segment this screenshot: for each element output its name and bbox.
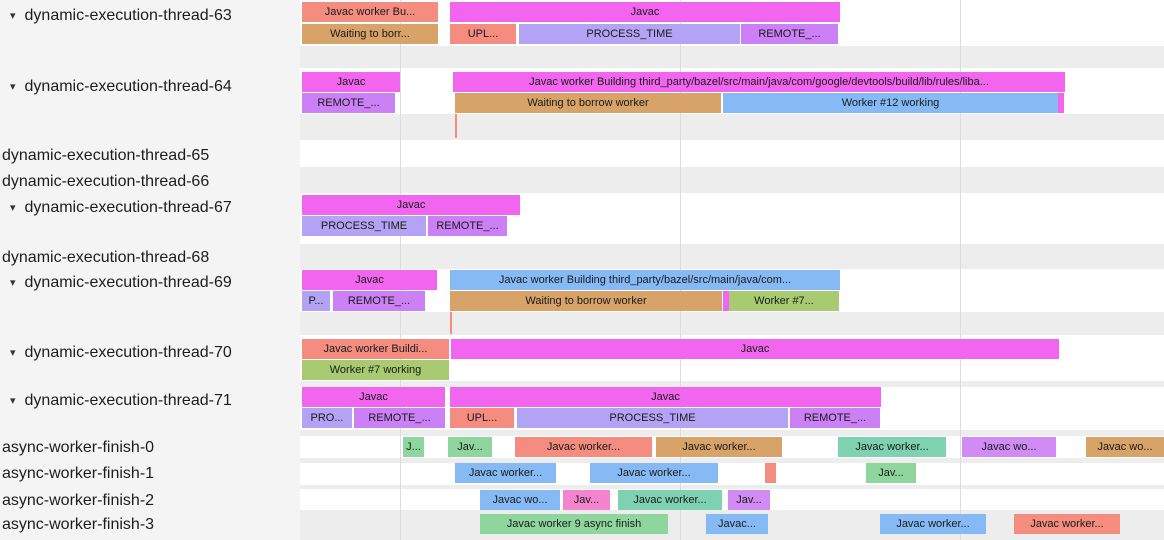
thread-name: async-worker-finish-2: [2, 492, 155, 509]
trace-slice[interactable]: Worker #12 working: [723, 93, 1058, 113]
trace-slice[interactable]: Javac worker Building third_party/bazel/…: [453, 72, 1065, 92]
trace-slice[interactable]: Javac wo...: [480, 490, 560, 510]
trace-slice[interactable]: Worker #7...: [729, 291, 839, 311]
trace-slice[interactable]: Javac: [451, 339, 1059, 359]
trace-slice[interactable]: Javac worker...: [1014, 514, 1120, 534]
trace-slice[interactable]: Javac: [450, 2, 840, 22]
trace-slice[interactable]: Javac worker...: [455, 463, 556, 483]
trace-slice[interactable]: J...: [403, 437, 424, 457]
trace-slice[interactable]: Jav...: [563, 490, 610, 510]
trace-instant-tick[interactable]: [450, 312, 452, 334]
trace-slice[interactable]: REMOTE_...: [790, 408, 880, 428]
row-background-stripe: [300, 430, 1164, 436]
thread-name: async-worker-finish-1: [2, 465, 155, 482]
trace-slice[interactable]: Jav...: [728, 490, 770, 510]
collapse-triangle-icon[interactable]: ▾: [10, 81, 16, 93]
sidebar: ▾ dynamic-execution-thread-63 ▾ dynamic-exe…: [0, 0, 300, 540]
collapse-triangle-icon[interactable]: ▾: [10, 277, 16, 289]
sidebar-thread-label[interactable]: async-worker-finish-2: [2, 491, 154, 511]
trace-slice[interactable]: Javac...: [706, 514, 768, 534]
trace-slice[interactable]: Javac: [302, 72, 400, 92]
time-gridline: [960, 0, 961, 540]
collapse-triangle-icon[interactable]: ▾: [10, 347, 16, 359]
trace-slice[interactable]: Javac worker Building third_party/bazel/…: [450, 270, 840, 290]
sidebar-thread-label[interactable]: async-worker-finish-3: [2, 515, 154, 535]
thread-name: async-worker-finish-0: [2, 439, 155, 456]
trace-slice[interactable]: Waiting to borr...: [302, 24, 438, 44]
trace-slice[interactable]: Javac worker Bu...: [302, 2, 438, 22]
trace-slice[interactable]: Javac worker...: [590, 463, 718, 483]
trace-slice[interactable]: Javac worker...: [515, 437, 652, 457]
trace-slice[interactable]: Jav...: [866, 463, 916, 483]
row-background-stripe: [300, 167, 1164, 193]
thread-name: dynamic-execution-thread-66: [2, 173, 210, 190]
trace-slice[interactable]: Javac wo...: [1086, 437, 1164, 457]
row-background-stripe: [300, 458, 1164, 463]
trace-slice[interactable]: UPL...: [450, 24, 516, 44]
thread-name: dynamic-execution-thread-68: [2, 249, 210, 266]
sidebar-thread-label[interactable]: async-worker-finish-1: [2, 464, 154, 484]
row-background-stripe: [300, 114, 1164, 140]
trace-slice[interactable]: Javac worker...: [618, 490, 722, 510]
trace-slice[interactable]: PROCESS_TIME: [519, 24, 740, 44]
trace-slice[interactable]: PROCESS_TIME: [302, 216, 426, 236]
thread-name: dynamic-execution-thread-69: [24, 274, 232, 291]
row-background-stripe: [300, 381, 1164, 387]
trace-slice[interactable]: REMOTE_...: [302, 93, 395, 113]
trace-slice[interactable]: REMOTE_...: [741, 24, 838, 44]
trace-slice[interactable]: Javac: [302, 387, 445, 407]
trace-slice[interactable]: PROCESS_TIME: [517, 408, 788, 428]
trace-slice[interactable]: Javac wo...: [962, 437, 1056, 457]
timeline[interactable]: Javac worker Bu... Javac Waiting to borr..…: [300, 0, 1164, 540]
trace-slice[interactable]: Javac worker...: [880, 514, 986, 534]
collapse-triangle-icon[interactable]: ▾: [10, 202, 16, 214]
trace-slice[interactable]: Javac: [302, 270, 437, 290]
sidebar-thread-label[interactable]: ▾ dynamic-execution-thread-69: [10, 273, 232, 293]
thread-name: dynamic-execution-thread-63: [24, 7, 232, 24]
sidebar-thread-label[interactable]: ▾ dynamic-execution-thread-71: [10, 391, 232, 411]
collapse-triangle-icon[interactable]: ▾: [10, 395, 16, 407]
sidebar-thread-label[interactable]: dynamic-execution-thread-68: [2, 248, 209, 268]
collapse-triangle-icon[interactable]: ▾: [10, 10, 16, 22]
trace-slice[interactable]: PRO...: [302, 408, 352, 428]
thread-name: dynamic-execution-thread-64: [24, 78, 232, 95]
row-background-stripe: [300, 485, 1164, 489]
trace-slice[interactable]: Javac: [450, 387, 881, 407]
sidebar-thread-label[interactable]: ▾ dynamic-execution-thread-67: [10, 198, 232, 218]
row-background-stripe: [300, 312, 1164, 335]
sidebar-thread-label[interactable]: async-worker-finish-0: [2, 438, 154, 458]
trace-slice[interactable]: REMOTE_...: [354, 408, 445, 428]
trace-slice[interactable]: Worker #7 working: [302, 360, 449, 380]
trace-slice[interactable]: Javac worker Buildi...: [302, 339, 449, 359]
trace-instant-tick[interactable]: [455, 114, 457, 138]
sidebar-thread-label[interactable]: ▾ dynamic-execution-thread-64: [10, 77, 232, 97]
trace-slice[interactable]: Javac worker...: [838, 437, 946, 457]
thread-name: dynamic-execution-thread-70: [24, 344, 232, 361]
row-background-stripe: [300, 244, 1164, 269]
trace-slice[interactable]: Waiting to borrow worker: [455, 93, 721, 113]
sidebar-thread-label[interactable]: dynamic-execution-thread-65: [2, 146, 209, 166]
trace-slice[interactable]: Jav...: [448, 437, 492, 457]
trace-slice[interactable]: Javac worker 9 async finish: [480, 514, 668, 534]
thread-name: dynamic-execution-thread-65: [2, 147, 210, 164]
trace-slice[interactable]: Javac: [302, 195, 520, 215]
trace-slice[interactable]: REMOTE_...: [428, 216, 507, 236]
thread-name: async-worker-finish-3: [2, 516, 155, 533]
trace-slice[interactable]: Waiting to borrow worker: [450, 291, 722, 311]
thread-name: dynamic-execution-thread-71: [24, 392, 232, 409]
sidebar-thread-label[interactable]: ▾ dynamic-execution-thread-70: [10, 343, 232, 363]
trace-slice[interactable]: [765, 463, 776, 483]
sidebar-thread-label[interactable]: dynamic-execution-thread-66: [2, 172, 209, 192]
trace-slice[interactable]: Javac worker...: [656, 437, 782, 457]
trace-slice[interactable]: UPL...: [450, 408, 514, 428]
sidebar-thread-label[interactable]: ▾ dynamic-execution-thread-63: [10, 6, 232, 26]
thread-name: dynamic-execution-thread-67: [24, 199, 232, 216]
trace-slice[interactable]: [1058, 93, 1064, 113]
trace-slice[interactable]: P...: [302, 291, 330, 311]
row-background-stripe: [300, 46, 1164, 68]
trace-slice[interactable]: [723, 291, 729, 311]
trace-slice[interactable]: REMOTE_...: [333, 291, 425, 311]
